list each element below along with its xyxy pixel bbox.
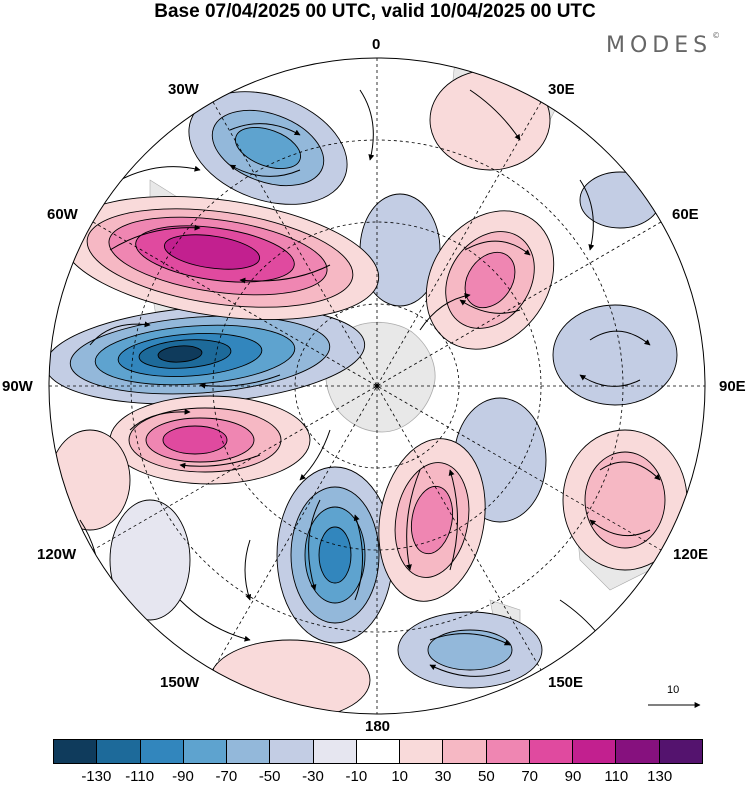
colorbar-box: [356, 740, 401, 763]
map-border: [48, 57, 706, 715]
colorbar-box: [270, 740, 314, 763]
lon-label-30e: 30E: [548, 81, 575, 98]
lon-label-0: 0: [372, 36, 381, 53]
colorbar-box: [486, 740, 530, 763]
lon-label-90e: 90E: [719, 378, 746, 395]
lon-label-150e: 150E: [548, 674, 584, 691]
lon-label-60w: 60W: [47, 206, 78, 223]
chart-title: Base 07/04/2025 00 UTC, valid 10/04/2025…: [154, 1, 596, 22]
lon-label-90w: 90W: [2, 378, 33, 395]
colorbar-box: [313, 740, 357, 763]
color-legend: [53, 739, 703, 764]
lon-label-180: 180: [365, 718, 391, 735]
colorbar-tick-label: 10: [391, 768, 408, 785]
colorbar-box: [400, 740, 444, 763]
brand-mark: ©: [712, 31, 721, 40]
colorbar-tick-label: -110: [125, 768, 155, 785]
colorbar-tick-label: 30: [434, 768, 452, 785]
colorbar-box: [659, 740, 702, 763]
lon-label-30w: 30W: [168, 81, 199, 98]
wind-vectors: [79, 89, 661, 677]
reference-vector-label: 10: [667, 684, 680, 696]
colorbar-tick-label: -50: [258, 768, 281, 785]
lon-label-120w: 120W: [37, 546, 77, 563]
colorbar-box: [573, 740, 617, 763]
colorbar-tick-label: -90: [172, 768, 194, 785]
south-pole-marker: [375, 384, 379, 388]
colorbar-tick-label: -30: [302, 768, 324, 785]
colorbar-box: [443, 740, 487, 763]
colorbar-box: [140, 740, 184, 763]
graticule: [49, 58, 705, 714]
colorbar-tick-label: 50: [477, 768, 495, 785]
colorbar-tick-label: 110: [604, 768, 629, 785]
colorbar-tick-label: 130: [647, 768, 673, 785]
brand-text: MODES: [606, 33, 713, 58]
map-body: [49, 58, 705, 714]
lon-label-150w: 150W: [160, 674, 200, 691]
colorbar-box: [97, 740, 141, 763]
brand-logo: MODES©: [606, 31, 721, 58]
colorbar-box: [183, 740, 228, 763]
colorbar-tick-label: -130: [81, 768, 112, 785]
colorbar-tick-label: -70: [215, 768, 238, 785]
polar-anomaly-map: [48, 57, 706, 715]
colorbar-tick-label: -10: [345, 768, 368, 785]
colorbar-box: [227, 740, 271, 763]
colorbar-tick-label: 70: [521, 768, 538, 785]
lon-label-120e: 120E: [673, 546, 709, 563]
lon-label-60e: 60E: [672, 206, 699, 223]
colorbar-tick-label: 90: [564, 768, 582, 785]
colorbar-box: [54, 740, 98, 763]
colorbar-box: [529, 740, 574, 763]
colorbar: [53, 739, 703, 764]
colorbar-box: [616, 740, 660, 763]
negative-anomaly-contours: [49, 91, 678, 689]
